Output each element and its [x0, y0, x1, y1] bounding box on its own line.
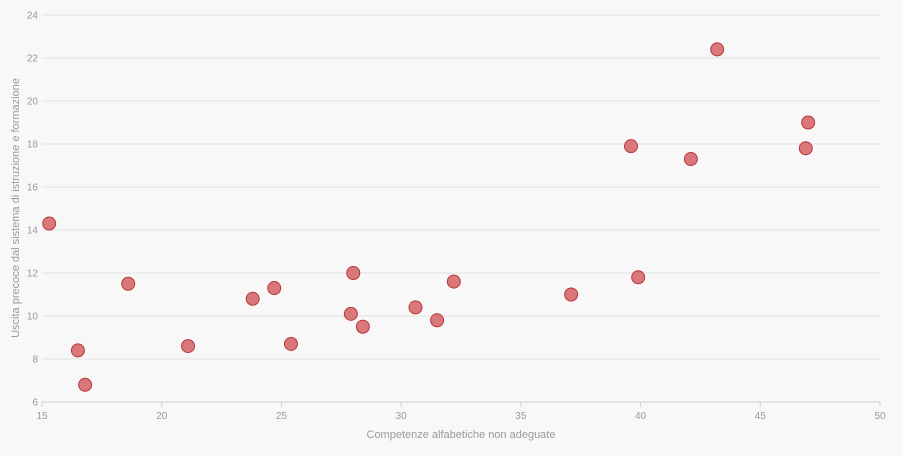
y-tick-label: 12 — [27, 269, 39, 280]
data-points — [42, 42, 816, 392]
data-point[interactable] — [798, 141, 813, 156]
data-point[interactable] — [408, 300, 423, 315]
data-point[interactable] — [355, 319, 370, 334]
y-tick-label: 20 — [27, 97, 39, 108]
data-point[interactable] — [346, 266, 361, 280]
data-point[interactable] — [623, 139, 638, 154]
data-point[interactable] — [78, 377, 93, 392]
data-point[interactable] — [631, 270, 646, 285]
y-axis-title: Uscita precoce dal sistema di istruzione… — [10, 78, 22, 338]
y-tick-label: 16 — [27, 183, 39, 194]
y-tick-label: 8 — [32, 355, 38, 366]
data-point[interactable] — [181, 339, 196, 354]
x-axis: 15 20 25 30 35 40 45 50 — [36, 402, 886, 422]
x-tick-label: 15 — [36, 411, 48, 422]
data-point[interactable] — [446, 274, 461, 289]
y-tick-label: 6 — [32, 398, 38, 409]
x-tick-label: 50 — [874, 411, 886, 422]
y-tick-label: 24 — [27, 11, 39, 22]
y-tick-label: 18 — [27, 140, 39, 151]
data-point[interactable] — [710, 42, 725, 57]
x-axis-title: Competenze alfabetiche non adeguate — [367, 429, 556, 441]
grid-lines — [42, 14, 880, 403]
y-tick-label: 22 — [27, 54, 39, 65]
data-point[interactable] — [343, 306, 358, 321]
data-point[interactable] — [42, 216, 57, 231]
y-axis: 6 8 10 12 14 16 18 20 22 24 — [27, 11, 39, 409]
y-tick-label: 10 — [27, 312, 39, 323]
x-tick-label: 30 — [396, 411, 408, 422]
data-point[interactable] — [284, 336, 299, 351]
data-point[interactable] — [245, 291, 260, 306]
y-tick-label: 14 — [27, 226, 39, 237]
x-tick-label: 35 — [515, 411, 527, 422]
x-tick-label: 40 — [635, 411, 647, 422]
data-point[interactable] — [564, 287, 579, 302]
x-tick-label: 20 — [156, 411, 168, 422]
data-point[interactable] — [801, 115, 816, 130]
data-point[interactable] — [683, 152, 698, 167]
data-point[interactable] — [430, 313, 445, 328]
x-tick-label: 25 — [276, 411, 288, 422]
data-point[interactable] — [70, 343, 85, 358]
data-point[interactable] — [121, 276, 136, 291]
data-point[interactable] — [267, 281, 282, 296]
x-tick-label: 45 — [755, 411, 767, 422]
